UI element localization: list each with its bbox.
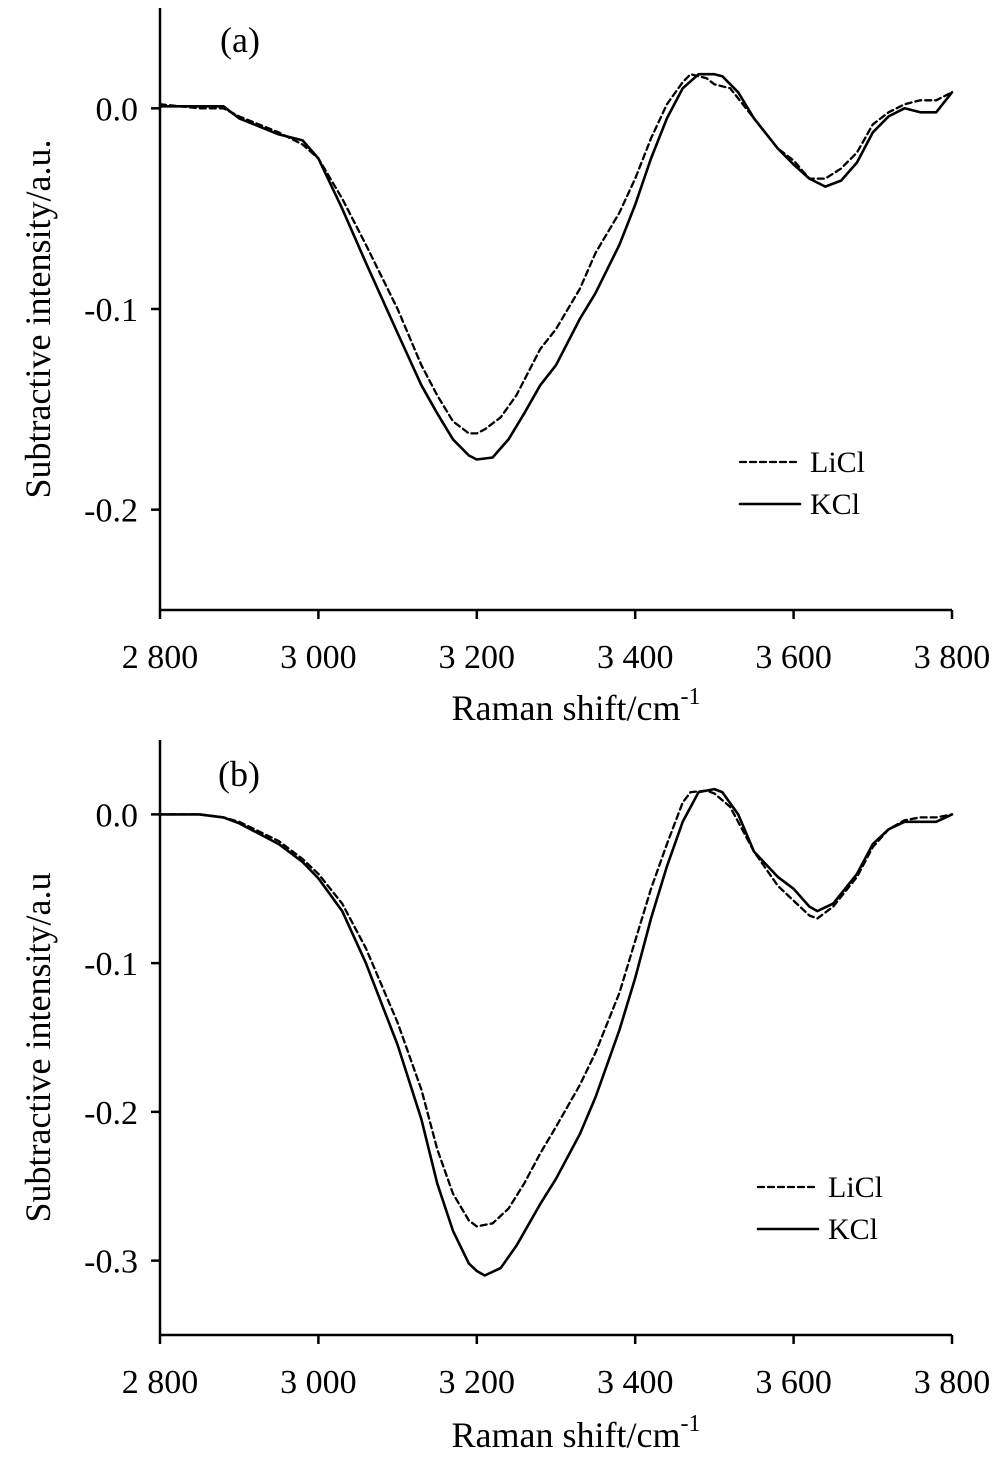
panel-a: 2 800 3 000 3 200 3 400 3 600 3 800 0.0 -0.1 -0.… [18,8,990,728]
x-tick-label: 3 000 [280,639,357,676]
legend-label-licl: LiCl [810,446,865,479]
x-tick-label: 3 200 [439,1364,516,1401]
legend-label-kcl: KCl [828,1213,878,1246]
x-axis-title: Raman shift/cm-1 [452,1411,701,1455]
x-tick-label: 3 800 [914,1364,991,1401]
x-axis-title-superscript: -1 [680,684,700,710]
x-tick-label: 3 000 [280,1364,357,1401]
legend-label-licl: LiCl [828,1171,883,1204]
x-tick-label: 2 800 [122,639,199,676]
x-tick-label: 2 800 [122,1364,199,1401]
y-tick-label: 0.0 [96,797,139,834]
panel-label: (a) [220,20,260,60]
panel-label: (b) [218,754,260,794]
y-tick-label: -0.2 [84,493,138,530]
y-axis-title: Subtractive intensity/a.u. [18,140,58,499]
x-axis-title-superscript: -1 [680,1411,700,1437]
y-tick-label: -0.1 [84,292,138,329]
x-axis-title-text: Raman shift/cm [452,1415,681,1455]
panel-b: 2 800 3 000 3 200 3 400 3 600 3 800 0.0 -0.1 -0.… [18,740,990,1455]
x-tick-label: 3 400 [597,639,674,676]
x-tick-label: 3 800 [914,639,991,676]
series-line-kcl [158,787,954,1277]
legend-label-kcl: KCl [810,488,860,521]
x-axis-title: Raman shift/cm-1 [452,684,701,728]
x-tick-label: 3 200 [439,639,516,676]
y-axis-title: Subtractive intensity/a.u [18,873,58,1223]
x-tick-label: 3 600 [755,1364,832,1401]
y-tick-label: -0.3 [84,1244,138,1281]
y-tick-label: -0.1 [84,946,138,983]
x-tick-label: 3 400 [597,1364,674,1401]
x-tick-label: 3 600 [755,639,832,676]
series-line-licl [158,789,954,1228]
x-axis-title-text: Raman shift/cm [452,688,681,728]
y-tick-label: -0.2 [84,1095,138,1132]
y-tick-label: 0.0 [96,91,139,128]
series-line-kcl [158,72,954,461]
series-line-licl [158,73,954,435]
